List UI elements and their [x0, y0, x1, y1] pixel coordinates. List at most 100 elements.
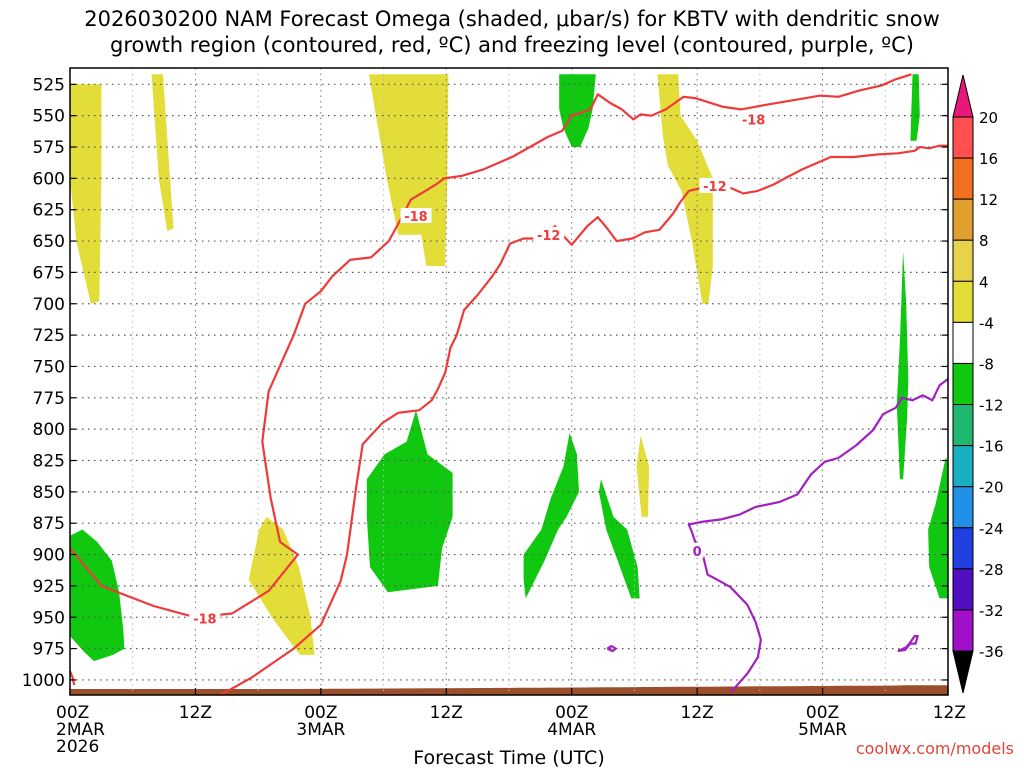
contour-freezing-5 [897, 635, 919, 653]
chart-title-line-1: 2026030200 NAM Forecast Omega (shaded, μ… [84, 7, 940, 31]
contour-label: 0 [693, 545, 702, 560]
y-tick-label: 625 [33, 201, 65, 221]
contour-label: -18 [404, 210, 428, 225]
contour-label: -18 [193, 613, 217, 628]
colorbar-tick-label: 16 [979, 150, 998, 168]
x-axis-label: Forecast Time (UTC) [413, 747, 604, 768]
gridlines [70, 68, 948, 695]
colorbar-tick-label: -16 [979, 438, 1004, 456]
x-tick-label: 00Z [555, 703, 588, 723]
y-tick-label: 900 [33, 546, 65, 566]
contour-freezing-4 [606, 645, 617, 653]
omega-region-negative-11 [598, 479, 640, 599]
omega-region-positive-1 [151, 74, 174, 231]
y-tick-label: 775 [33, 389, 65, 409]
omega-region-negative-8 [70, 529, 125, 662]
colorbar-tick-label: -36 [979, 643, 1004, 661]
site-credit[interactable]: coolwx.com/models [856, 739, 1014, 758]
x-tick-label: 00Z [56, 703, 89, 723]
contour-freezing-3 [687, 378, 948, 694]
plot-frame [69, 67, 949, 696]
colorbar-segment [952, 609, 974, 652]
contour-label-bg [400, 207, 432, 223]
y-tick-label: 575 [33, 138, 65, 158]
x-tick-label: 2026 [56, 737, 99, 757]
omega-region-positive-0 [70, 84, 102, 304]
colorbar-segment [952, 568, 974, 611]
colorbar-tick-label: 4 [979, 273, 989, 291]
x-tick-label: 12Z [179, 703, 212, 723]
contour-label: -18 [742, 113, 766, 128]
colorbar-tick-label: -4 [979, 314, 994, 332]
contour-label-bg [189, 610, 221, 626]
omega-region-negative-6 [559, 74, 596, 147]
omega-region-positive-5 [636, 435, 650, 517]
y-tick-label: 700 [33, 295, 65, 315]
axes: 525 550 575 600 625 650 675 700 725 750 775 800 825 8… [22, 67, 966, 757]
colorbar-segment [952, 198, 974, 241]
colorbar-segment [952, 239, 974, 282]
colorbar-tick-label: 20 [979, 109, 998, 127]
colorbar-segment [952, 362, 974, 406]
y-tick-label: 800 [33, 420, 65, 440]
y-tick-label: 1000 [22, 671, 65, 691]
y-tick-label: 600 [33, 169, 65, 189]
y-tick-label: 975 [33, 640, 65, 660]
omega-region-negative-12 [896, 251, 909, 480]
colorbar-segment [952, 157, 974, 200]
contour-lines: -18 -18 -18 -12 -12 0 [70, 73, 948, 695]
colorbar-segment [952, 486, 974, 529]
x-tick-label: 12Z [681, 703, 714, 723]
y-tick-label: 675 [33, 263, 65, 283]
contour-label: -12 [703, 180, 727, 195]
colorbar-tick-label: 12 [979, 191, 998, 209]
y-tick-label: 950 [33, 608, 65, 628]
colorbar-tick-label: -28 [979, 561, 1004, 579]
omega-region-positive-2 [368, 74, 449, 267]
colorbar-bottom-arrow [952, 650, 974, 694]
colorbar-top-arrow [952, 74, 974, 118]
omega-region-negative-10 [523, 432, 579, 599]
colorbar-tick-label: -20 [979, 479, 1004, 497]
colorbar-segment [952, 280, 974, 323]
contour-dendritic-1 [219, 144, 948, 695]
colorbar-tick-label: -8 [979, 355, 994, 373]
colorbar-tick-label: -12 [979, 397, 1004, 415]
contour-label-bg [699, 177, 731, 193]
x-tick-label: 00Z [304, 703, 337, 723]
y-tick-label: 875 [33, 514, 65, 534]
y-tick-label: 825 [33, 452, 65, 472]
y-tick-label: 725 [33, 326, 65, 346]
contour-label-bg [533, 226, 565, 242]
contour-dendritic-2 [70, 670, 76, 686]
x-tick-label: 12Z [430, 703, 463, 723]
y-tick-label: 525 [33, 75, 65, 95]
omega-region-negative-7 [910, 74, 920, 141]
omega-region-positive-4 [248, 516, 315, 655]
colorbar-segment [952, 527, 974, 570]
colorbar-segment [952, 116, 974, 159]
colorbar-tick-label: 8 [979, 232, 989, 250]
x-tick-label: 2MAR [56, 720, 105, 740]
contour-dendritic-0 [70, 73, 912, 619]
colorbar: 20 16 12 8 4 -4 -8 -12 -16 -20 -24 -28 -32 -36 [952, 74, 1004, 694]
contour-label: -12 [537, 229, 561, 244]
omega-region-negative-9 [366, 410, 453, 593]
chart-title-line-2: growth region (contoured, red, ºC) and f… [110, 33, 914, 57]
y-tick-label: 550 [33, 107, 65, 127]
colorbar-tick-label: -24 [979, 520, 1004, 538]
colorbar-segment [952, 445, 974, 488]
x-tick-label: 3MAR [296, 720, 345, 740]
x-tick-label: 12Z [933, 703, 966, 723]
contour-label-bg [738, 111, 770, 127]
omega-region-positive-3 [657, 74, 713, 304]
colorbar-segment [952, 321, 974, 364]
y-tick-label: 750 [33, 357, 65, 377]
x-tick-label: 5MAR [798, 720, 847, 740]
y-tick-label: 925 [33, 577, 65, 597]
colorbar-segment [952, 404, 974, 447]
omega-region-negative-13 [928, 456, 948, 599]
x-tick-label: 00Z [806, 703, 839, 723]
y-tick-label: 850 [33, 483, 65, 503]
